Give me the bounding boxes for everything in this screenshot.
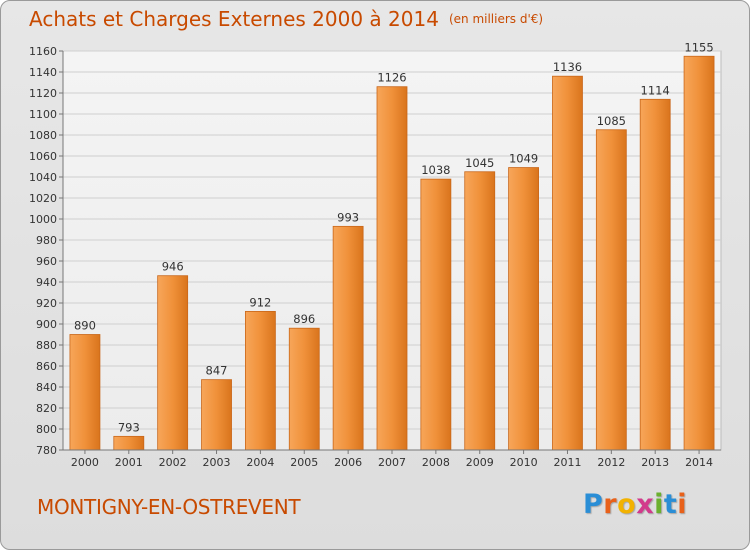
chart-title: Achats et Charges Externes 2000 à 2014 (e…	[29, 7, 543, 31]
bar-value-label: 1045	[465, 156, 494, 170]
logo-letter: i	[677, 489, 688, 520]
x-tick-label: 2003	[203, 456, 231, 469]
logo-letter: i	[654, 489, 664, 520]
bar-value-label: 793	[118, 420, 140, 434]
x-tick-label: 2002	[159, 456, 187, 469]
bar	[113, 435, 145, 451]
x-tick-label: 2004	[246, 456, 274, 469]
bar-value-label: 1085	[597, 114, 626, 128]
y-tick-label: 800	[36, 423, 57, 436]
y-tick-label: 1080	[29, 129, 57, 142]
bar-value-label: 1038	[421, 163, 450, 177]
y-tick-label: 1020	[29, 192, 57, 205]
y-tick-label: 1040	[29, 171, 57, 184]
y-tick-label: 940	[36, 276, 57, 289]
bar-value-label: 912	[249, 295, 271, 309]
bar	[69, 334, 101, 451]
y-tick-label: 920	[36, 297, 57, 310]
x-tick-label: 2011	[553, 456, 581, 469]
commune-name: MONTIGNY-EN-OSTREVENT	[37, 495, 301, 519]
y-tick-label: 1140	[29, 66, 57, 79]
y-tick-label: 860	[36, 360, 57, 373]
y-tick-label: 820	[36, 402, 57, 415]
chart-title-text: Achats et Charges Externes 2000 à 2014	[29, 7, 439, 31]
bar	[376, 86, 408, 451]
x-tick-label: 2005	[290, 456, 318, 469]
bar-value-label: 993	[337, 210, 359, 224]
proxiti-logo: Proxiti	[583, 489, 687, 520]
bar	[595, 129, 627, 451]
y-tick-label: 1060	[29, 150, 57, 163]
bar-value-label: 1126	[377, 71, 406, 85]
y-tick-label: 900	[36, 318, 57, 331]
x-tick-label: 2014	[685, 456, 713, 469]
bar-value-label: 1049	[509, 152, 538, 166]
x-tick-label: 2006	[334, 456, 362, 469]
x-tick-label: 2000	[71, 456, 99, 469]
x-tick-label: 2001	[115, 456, 143, 469]
bar	[420, 178, 452, 451]
y-tick-label: 840	[36, 381, 57, 394]
x-tick-label: 2009	[466, 456, 494, 469]
x-tick-label: 2013	[641, 456, 669, 469]
y-tick-label: 1100	[29, 108, 57, 121]
y-tick-label: 960	[36, 255, 57, 268]
bar	[464, 171, 496, 451]
x-tick-label: 2007	[378, 456, 406, 469]
logo-letter: o	[617, 489, 637, 520]
bar	[157, 275, 189, 451]
logo-letter: P	[583, 489, 604, 520]
y-tick-label: 1160	[29, 45, 57, 58]
bar-value-label: 1155	[684, 40, 713, 54]
bar-value-label: 847	[206, 364, 228, 378]
bar-value-label: 1136	[553, 60, 582, 74]
logo-letter: t	[663, 489, 678, 520]
logo-letter: r	[603, 489, 618, 520]
bar-value-label: 890	[74, 319, 96, 333]
bar	[288, 327, 320, 451]
bar	[552, 75, 583, 451]
y-tick-label: 1000	[29, 213, 57, 226]
bar	[508, 167, 540, 451]
x-tick-label: 2008	[422, 456, 450, 469]
x-tick-label: 2010	[510, 456, 538, 469]
bar	[683, 55, 715, 451]
y-tick-label: 780	[36, 444, 57, 457]
x-tick-label: 2012	[597, 456, 625, 469]
bar	[244, 310, 276, 451]
bar-value-label: 946	[162, 260, 184, 274]
bar	[639, 98, 671, 451]
bar-value-label: 1114	[641, 83, 670, 97]
logo-letter: x	[636, 489, 655, 520]
bar	[201, 379, 232, 451]
y-tick-label: 880	[36, 339, 57, 352]
chart-unit: (en milliers d'€)	[448, 12, 544, 26]
y-tick-label: 1120	[29, 87, 57, 100]
bar	[332, 225, 364, 451]
bar-value-label: 896	[293, 312, 315, 326]
y-tick-label: 980	[36, 234, 57, 247]
